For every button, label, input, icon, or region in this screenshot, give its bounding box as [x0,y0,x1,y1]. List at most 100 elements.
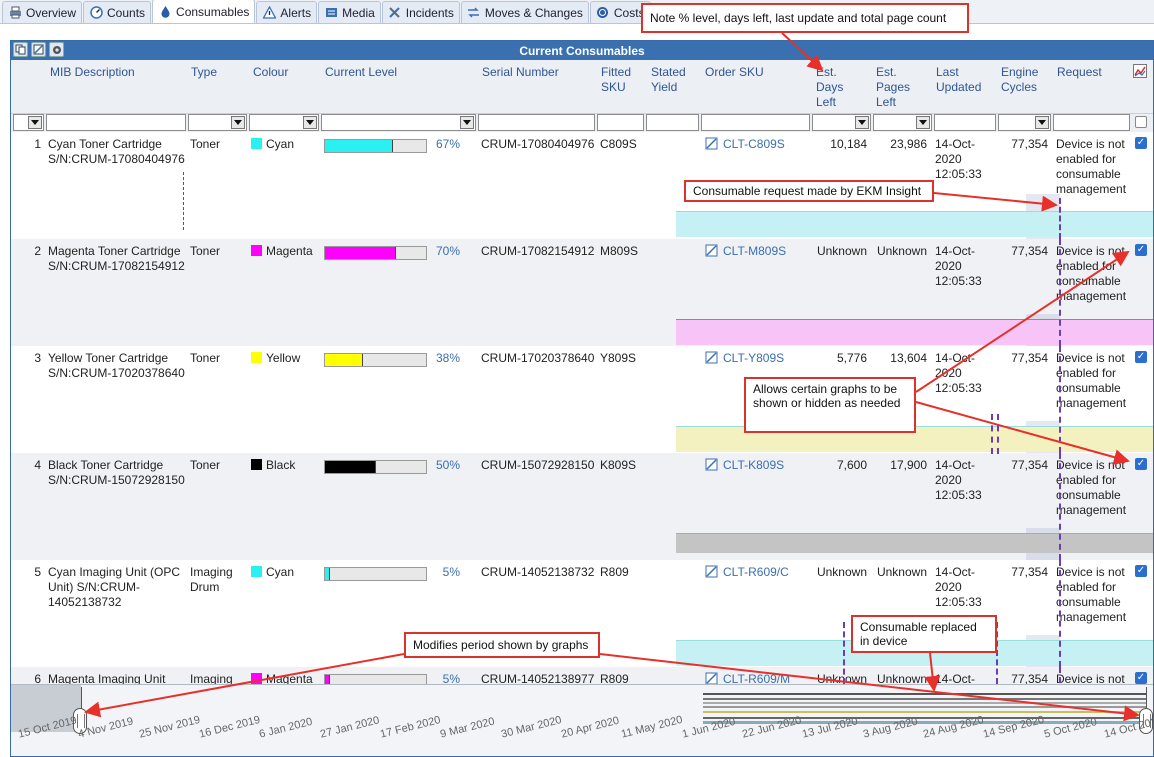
tab-bar: Overview Counts Consumables Alerts Media Inci… [0,0,1154,24]
filter-colour[interactable] [249,114,319,131]
row-type: Toner [190,351,221,365]
filter-days[interactable] [812,114,871,131]
table-row[interactable]: 2 Magenta Toner Cartridge S/N:CRUM-170821… [11,239,1153,346]
row-serial: CRUM-14052138977 [481,672,595,684]
row-level-text: 5% [442,672,460,684]
row-number: 3 [34,351,41,365]
filter-order[interactable] [701,114,810,131]
row-fitted-sku: C809S [600,137,637,151]
order-sku-label[interactable]: CLT-R609/C [723,565,789,579]
filter-cycles[interactable] [998,114,1051,131]
filter-request[interactable] [1053,114,1130,131]
row-type: Toner [190,458,221,472]
row-engine-cycles: 77,354 [1011,137,1048,151]
tab-consumables[interactable]: Consumables [152,0,256,23]
row-days-left: 7,600 [836,458,867,472]
row-level-text: 67% [435,137,460,151]
order-sku-label[interactable]: CLT-C809S [723,137,785,151]
filter-dropdown-icon[interactable] [916,116,930,129]
col-colour[interactable]: Colour [253,65,289,79]
filter-dropdown-icon[interactable] [303,116,317,129]
filter-dropdown-icon[interactable] [28,116,42,129]
tab-incidents[interactable]: Incidents [381,1,460,23]
order-sku-link[interactable]: CLT-Y809S [705,351,805,366]
col-days[interactable]: Est. Days Left [816,65,844,109]
col-fitted[interactable]: Fitted SKU [601,65,632,94]
colour-swatch [251,245,262,256]
filter-dropdown-icon[interactable] [855,116,869,129]
filter-dropdown-icon[interactable] [1035,116,1049,129]
filter-pages[interactable] [873,114,932,131]
col-updated[interactable]: Last Updated [936,65,982,94]
tab-media[interactable]: Media [318,1,381,23]
col-order[interactable]: Order SKU [705,65,764,79]
order-sku-link[interactable]: CLT-R609/M [705,672,805,684]
table-row[interactable]: 6 Magenta Imaging Unit Imaging Magenta 5% CRU… [11,667,1153,684]
filter-dropdown-icon[interactable] [460,116,474,129]
tab-costs[interactable]: Costs [589,1,651,23]
col-type[interactable]: Type [191,65,218,79]
row-days-left: Unknown [816,565,867,579]
consumable-graph-band [676,211,1153,237]
graph-toggle-icon[interactable] [1133,64,1147,82]
order-sku-link[interactable]: CLT-C809S [705,137,805,152]
row-colour-label: Yellow [266,351,301,365]
order-sku-link[interactable]: CLT-K809S [705,458,805,473]
filter-stated[interactable] [646,114,699,131]
row-serial: CRUM-17020378640 [481,351,595,365]
row-type: Toner [190,244,221,258]
export-icon[interactable] [31,42,46,57]
copy-icon[interactable] [13,42,28,57]
settings-gear-icon[interactable] [49,42,64,57]
row-colour-label: Magenta [266,244,313,258]
level-bar-fill [325,247,396,259]
col-desc[interactable]: MIB Description [50,65,135,79]
filter-serial[interactable] [478,114,595,131]
col-cycles[interactable]: Engine Cycles [1001,65,1039,94]
tab-moves-changes[interactable]: Moves & Changes [460,1,589,23]
tab-label: Counts [107,5,146,20]
order-sku-label[interactable]: CLT-R609/M [723,672,791,684]
order-sku-link[interactable]: CLT-M809S [705,244,805,259]
col-request[interactable]: Request [1057,65,1102,79]
row-colour: Yellow [251,351,321,366]
range-start-handle[interactable] [73,708,87,734]
graph-visibility-checkbox[interactable]: ✓ [1135,458,1147,470]
col-pages[interactable]: Est. Pages Left [876,65,911,109]
row-request: Device is not enabled for consumable man… [1056,244,1127,303]
table-row[interactable]: 4 Black Toner Cartridge S/N:CRUM-15072928… [11,453,1153,560]
graph-visibility-checkbox[interactable]: ✓ [1135,565,1147,577]
colour-swatch [251,352,262,363]
order-sku-label[interactable]: CLT-K809S [723,458,785,472]
col-serial[interactable]: Serial Number [482,65,559,79]
graph-visibility-checkbox[interactable]: ✓ [1135,244,1147,256]
order-sku-label[interactable]: CLT-Y809S [723,351,785,365]
gauge-icon [89,6,103,20]
filter-level[interactable] [321,114,476,131]
row-last-updated: 14-Oct-2020 12:05:33 [935,351,982,395]
graph-visibility-checkbox[interactable]: ✓ [1135,137,1147,149]
filter-desc[interactable] [46,114,186,131]
filter-type[interactable] [188,114,247,131]
filter-dropdown-icon[interactable] [231,116,245,129]
row-fitted-sku: R809 [600,672,629,684]
tab-label: Costs [613,5,645,20]
table-row[interactable]: 3 Yellow Toner Cartridge S/N:CRUM-1702037… [11,346,1153,453]
col-stated[interactable]: Stated Yield [651,65,686,94]
order-sku-link[interactable]: CLT-R609/C [705,565,805,580]
filter-number[interactable] [13,114,44,131]
tab-overview[interactable]: Overview [2,1,83,23]
filter-updated[interactable] [934,114,996,131]
order-sku-label[interactable]: CLT-M809S [723,244,787,258]
col-level[interactable]: Current Level [325,65,398,79]
select-all-checkbox[interactable] [1135,116,1147,128]
graph-visibility-checkbox[interactable]: ✓ [1135,672,1147,684]
graph-visibility-checkbox[interactable]: ✓ [1135,351,1147,363]
filter-fitted[interactable] [597,114,644,131]
colour-swatch [251,459,262,470]
tab-counts[interactable]: Counts [83,1,152,23]
row-description: Yellow Toner Cartridge S/N:CRUM-17020378… [48,351,185,380]
tab-alerts[interactable]: Alerts [256,1,318,23]
row-colour: Magenta [251,244,321,259]
